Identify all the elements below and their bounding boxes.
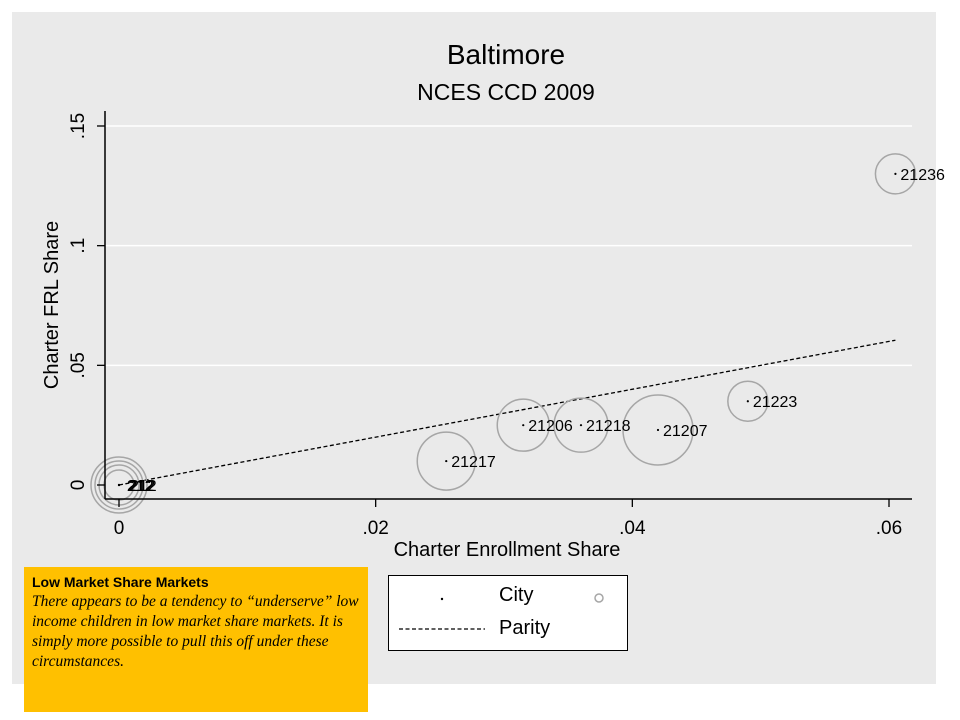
axis-ticks: 0 .05 .1 .15 0 .02 .04 .06 xyxy=(68,113,902,539)
bubble-circle xyxy=(90,456,148,514)
point-label: 212 xyxy=(130,478,157,495)
point-label: 212 xyxy=(127,478,154,495)
x-tick-label: .04 xyxy=(619,518,646,539)
city-point xyxy=(894,172,897,175)
legend: City Parity xyxy=(388,575,628,651)
x-axis-label: Charter Enrollment Share xyxy=(394,539,621,561)
point-label: 21217 xyxy=(451,454,496,471)
bubble-circle xyxy=(416,431,476,491)
plot-area xyxy=(105,111,912,499)
point-label: 212 xyxy=(127,478,154,495)
note-title: Low Market Share Markets xyxy=(32,574,209,590)
point-label: 21236 xyxy=(900,167,945,184)
point-label: 212 xyxy=(129,478,156,495)
y-tick-label: .1 xyxy=(68,238,89,254)
parity-line xyxy=(118,339,896,486)
x-tick-label: .06 xyxy=(876,518,902,539)
point-label: 21223 xyxy=(753,394,798,411)
legend-circle-icon xyxy=(594,593,604,603)
bubble-circle xyxy=(496,398,550,452)
bubble-circle xyxy=(553,397,609,453)
grid-lines xyxy=(105,125,912,367)
legend-parity-label: Parity xyxy=(499,617,551,639)
legend-city-dot-icon xyxy=(440,597,444,601)
bubble-circle xyxy=(874,153,917,195)
city-point xyxy=(117,483,121,487)
y-axis-label: Charter FRL Share xyxy=(41,221,63,389)
legend-parity-dash-icon xyxy=(399,628,485,630)
city-point xyxy=(522,424,525,427)
bubble-circle xyxy=(622,394,694,466)
y-tick-label: 0 xyxy=(68,480,89,491)
x-tick-label: .02 xyxy=(362,518,388,539)
city-point xyxy=(746,400,749,403)
city-point xyxy=(656,428,660,432)
note-box: Low Market Share Markets There appears t… xyxy=(24,567,368,712)
x-tick-label: 0 xyxy=(114,518,125,539)
bubble-circle xyxy=(94,460,144,510)
point-labels: 2123621223212072121821206212172122122122… xyxy=(127,167,945,495)
bubble-circle xyxy=(727,380,769,422)
point-label: 21218 xyxy=(586,418,631,435)
parity-line-segment xyxy=(118,339,896,486)
city-point xyxy=(445,459,448,463)
chart-subtitle: NCES CCD 2009 xyxy=(417,79,595,105)
legend-city-label: City xyxy=(499,584,534,606)
note-body: There appears to be a tendency to “under… xyxy=(32,593,359,670)
point-label: 21206 xyxy=(528,418,573,435)
y-tick-label: .15 xyxy=(68,113,89,139)
chart-title: Baltimore xyxy=(447,39,565,70)
y-tick-label: .05 xyxy=(68,352,89,378)
point-label: 21207 xyxy=(663,423,708,440)
city-point xyxy=(579,424,583,427)
